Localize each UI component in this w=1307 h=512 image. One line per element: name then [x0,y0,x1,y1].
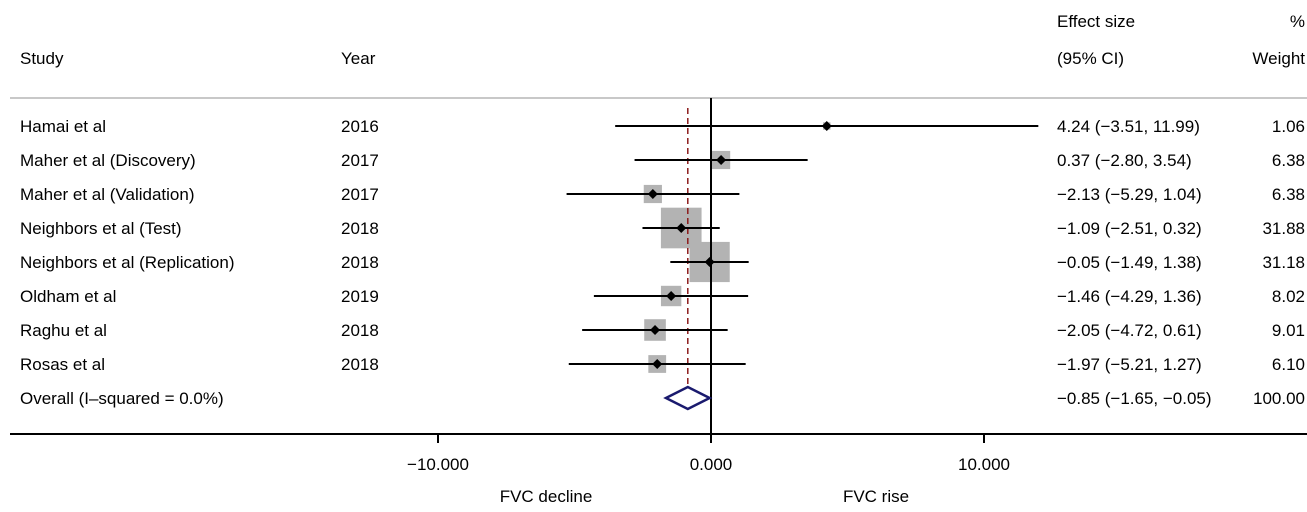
overall-label: Overall (I–squared = 0.0%) [20,389,224,408]
year-column-header: Year [341,49,376,68]
effect-size-ci: −1.97 (−5.21, 1.27) [1057,355,1202,374]
confidence-interval-header: (95% CI) [1057,49,1124,68]
percent-header: % [1290,12,1305,31]
study-weight: 1.06 [1272,117,1305,136]
study-weight: 8.02 [1272,287,1305,306]
study-weight: 31.88 [1262,219,1305,238]
study-name: Raghu et al [20,321,107,340]
study-weight: 6.38 [1272,151,1305,170]
point-estimate-marker [821,121,832,131]
effect-size-ci: −1.46 (−4.29, 1.36) [1057,287,1202,306]
x-label-fvc-decline: FVC decline [500,487,593,506]
effect-size-ci: −2.05 (−4.72, 0.61) [1057,321,1202,340]
effect-size-ci: 0.37 (−2.80, 3.54) [1057,151,1192,170]
study-year: 2017 [341,151,379,170]
study-year: 2018 [341,321,379,340]
x-tick-label: 10.000 [958,455,1010,474]
study-weight: 6.38 [1272,185,1305,204]
study-weight: 6.10 [1272,355,1305,374]
point-estimate-marker [676,223,687,233]
point-estimate-marker [704,257,715,267]
effect-size-header: Effect size [1057,12,1135,31]
study-weight: 31.18 [1262,253,1305,272]
study-year: 2018 [341,253,379,272]
study-name: Maher et al (Validation) [20,185,195,204]
overall-weight: 100.00 [1253,389,1305,408]
point-estimate-marker [647,189,658,199]
study-name: Oldham et al [20,287,116,306]
study-column-header: Study [20,49,64,68]
study-year: 2018 [341,355,379,374]
study-year: 2019 [341,287,379,306]
study-name: Rosas et al [20,355,105,374]
point-estimate-marker [652,359,663,369]
overall-effect-ci: −0.85 (−1.65, −0.05) [1057,389,1212,408]
effect-size-ci: 4.24 (−3.51, 11.99) [1057,117,1200,136]
study-name: Maher et al (Discovery) [20,151,196,170]
weight-column-header: Weight [1252,49,1305,68]
study-year: 2016 [341,117,379,136]
overall-diamond [663,385,713,411]
x-tick-label: 0.000 [690,455,733,474]
x-label-fvc-rise: FVC rise [843,487,909,506]
study-name: Neighbors et al (Replication) [20,253,235,272]
study-weight: 9.01 [1272,321,1305,340]
study-name: Neighbors et al (Test) [20,219,182,238]
point-estimate-marker [666,291,677,301]
x-tick-label: −10.000 [407,455,469,474]
point-estimate-marker [716,155,727,165]
point-estimate-marker [650,325,661,335]
study-name: Hamai et al [20,117,106,136]
effect-size-ci: −1.09 (−2.51, 0.32) [1057,219,1202,238]
effect-size-ci: −0.05 (−1.49, 1.38) [1057,253,1202,272]
effect-size-ci: −2.13 (−5.29, 1.04) [1057,185,1202,204]
study-year: 2018 [341,219,379,238]
study-year: 2017 [341,185,379,204]
